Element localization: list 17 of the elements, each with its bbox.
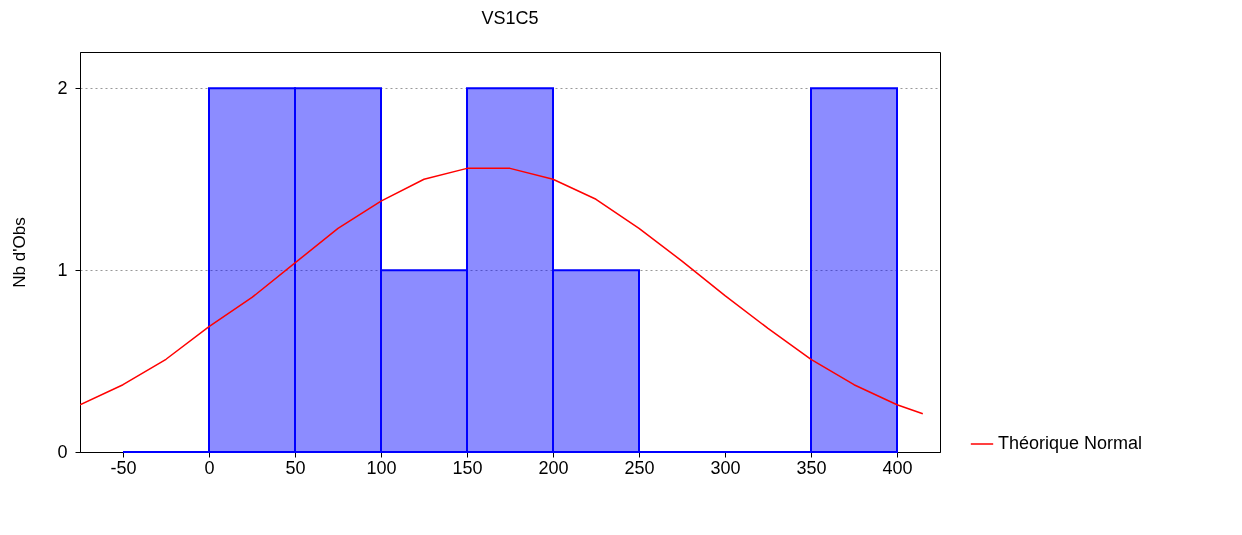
- chart-title: VS1C5: [481, 8, 539, 28]
- x-tick-label: 300: [710, 457, 741, 478]
- y-axis-title: Nb d'Obs: [10, 217, 30, 288]
- legend-label: Théorique Normal: [998, 433, 1143, 453]
- line-series: [80, 167, 924, 415]
- x-tick-label: 200: [538, 457, 569, 478]
- y-tick-label: 2: [57, 77, 68, 98]
- y-tick-label: 1: [57, 259, 68, 280]
- y-tick-label: 0: [57, 441, 68, 462]
- x-tick-label: 400: [882, 457, 913, 478]
- x-tick-label: 350: [796, 457, 827, 478]
- x-tick-label: -50: [110, 457, 137, 478]
- x-tick-label: 100: [366, 457, 397, 478]
- x-tick-label: 50: [285, 457, 306, 478]
- x-tick-label: 250: [624, 457, 655, 478]
- x-tick-label: 0: [204, 457, 215, 478]
- x-tick-label: 150: [452, 457, 483, 478]
